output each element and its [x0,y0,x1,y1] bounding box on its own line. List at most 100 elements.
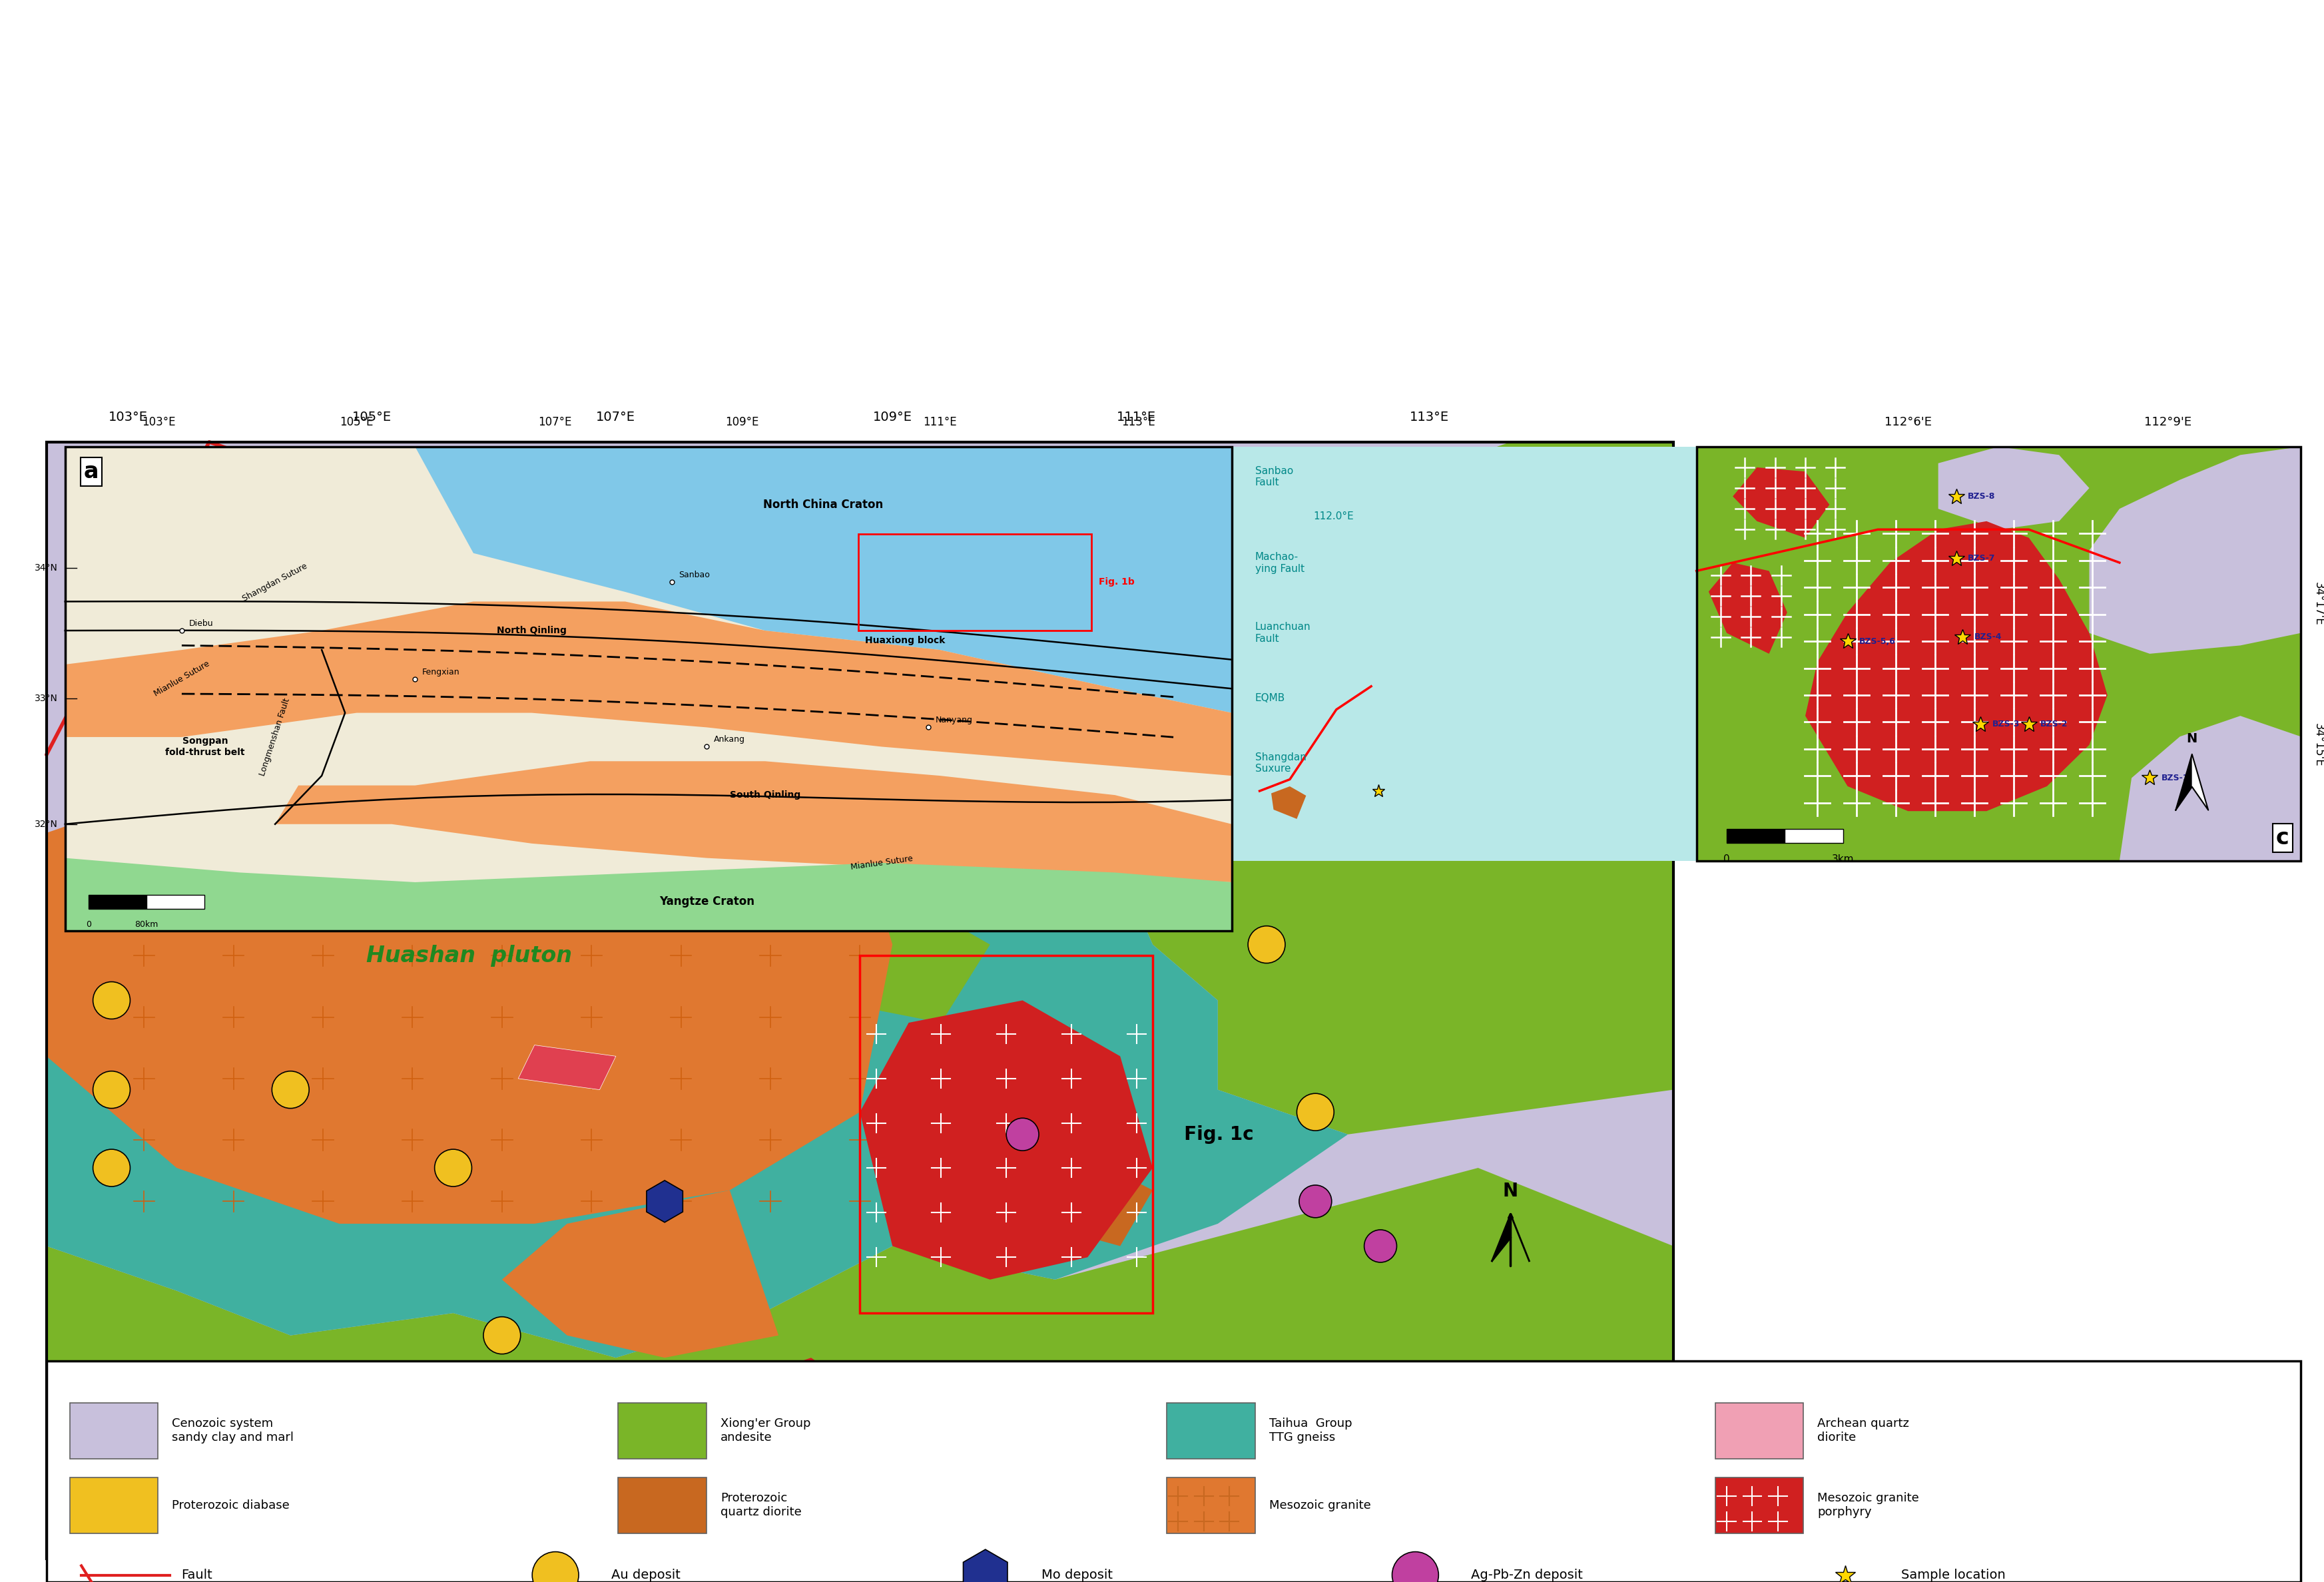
Bar [1727,829,1785,843]
Text: South Qinling: South Qinling [730,791,799,800]
Polygon shape [518,1046,616,1090]
Text: 113°E: 113°E [1411,411,1448,424]
Polygon shape [1734,467,1829,538]
Text: Fault: Fault [181,1569,211,1582]
Text: 33°N: 33°N [35,693,58,702]
Text: 0: 0 [1018,1511,1027,1523]
Text: Ag-Pb-Zn deposit: Ag-Pb-Zn deposit [1471,1569,1583,1582]
Polygon shape [1104,441,1673,1134]
Polygon shape [1938,446,2089,530]
Bar [1139,1482,1255,1501]
Text: Longmenshan Fault: Longmenshan Fault [258,698,293,777]
Text: Luoning Fault: Luoning Fault [314,509,495,587]
Polygon shape [860,1000,1153,1280]
Bar [1785,829,1843,843]
Polygon shape [1492,1215,1511,1261]
Text: Diebu: Diebu [188,619,214,628]
Bar [46,441,1673,1558]
Bar [146,894,205,908]
Text: 34°17'E: 34°17'E [2312,582,2324,626]
Text: 10km: 10km [1236,1511,1274,1523]
Text: Mianlue Suture: Mianlue Suture [153,660,211,698]
Polygon shape [2175,755,2192,810]
Text: Songxian: Songxian [1067,1372,1143,1387]
Bar [1715,1403,1803,1459]
Bar [618,1478,706,1533]
Text: Taihua  Group
TTG gneiss: Taihua Group TTG gneiss [1269,1417,1353,1444]
Polygon shape [795,889,990,1022]
Bar [1167,1478,1255,1533]
Bar [1023,1482,1255,1501]
Circle shape [1085,848,1122,884]
Bar [65,446,1232,930]
Circle shape [1299,1185,1332,1218]
Text: N: N [1504,1182,1518,1201]
Text: EQMB: EQMB [1255,693,1285,702]
Text: BZS-1: BZS-1 [2161,774,2189,783]
Text: Sanbao
Fault: Sanbao Fault [1255,467,1292,487]
Text: b: b [1645,1525,1662,1547]
Polygon shape [502,1190,779,1357]
Text: North Qinling: North Qinling [497,626,567,636]
Bar [1167,1403,1255,1459]
Text: BZS-2: BZS-2 [2040,720,2068,728]
Text: 103°E: 103°E [142,416,174,429]
Bar [618,1403,706,1459]
Text: Luanchuan
Fault: Luanchuan Fault [1255,622,1311,644]
Polygon shape [2119,715,2301,861]
Text: BZS-4: BZS-4 [1973,633,2001,642]
Bar [70,1478,158,1533]
Circle shape [483,1316,521,1354]
Polygon shape [860,744,1023,856]
Circle shape [1297,1093,1334,1131]
Polygon shape [1806,520,2108,812]
Text: 3km: 3km [1831,854,1855,864]
Bar [1697,446,2301,861]
Text: Mo deposit: Mo deposit [1041,1569,1113,1582]
Circle shape [272,1071,309,1109]
Text: 0: 0 [86,921,91,929]
Text: BZS-7: BZS-7 [1968,554,1996,563]
Polygon shape [2192,755,2208,810]
Text: Proterozoic diabase: Proterozoic diabase [172,1500,290,1511]
Text: Mesozoic granite
porphyry: Mesozoic granite porphyry [1817,1492,1920,1519]
Text: Huashan  pluton: Huashan pluton [367,944,572,967]
Text: Sanbao: Sanbao [679,571,709,579]
Text: Xiong'er Group
andesite: Xiong'er Group andesite [720,1417,811,1444]
Bar [46,1361,2301,1582]
Text: c: c [2275,827,2289,850]
Text: N: N [2187,732,2199,745]
Text: Songpan
fold-thrust belt: Songpan fold-thrust belt [165,737,244,756]
Text: Mesozoic granite: Mesozoic granite [1269,1500,1371,1511]
Polygon shape [416,446,1232,713]
Text: Huaxiong block: Huaxiong block [865,636,946,645]
Text: 105°E: 105°E [339,416,374,429]
Bar [860,956,1153,1313]
Circle shape [93,982,130,1019]
Text: 0: 0 [1724,854,1729,864]
Polygon shape [46,1168,1673,1558]
Text: 34°15'E: 34°15'E [2312,723,2324,767]
Text: 107°E: 107°E [539,416,572,429]
Text: Shangdan
Suxure: Shangdan Suxure [1255,753,1306,774]
Text: Sample location: Sample location [1901,1569,2006,1582]
Polygon shape [941,543,1055,631]
Text: Shangdan Suture: Shangdan Suture [242,562,309,603]
Text: North China Craton: North China Craton [762,498,883,511]
Text: 113°E: 113°E [1122,416,1155,429]
Bar [46,441,1673,1558]
Text: Fig. 1c: Fig. 1c [1171,1125,1253,1144]
Bar [1232,446,1697,861]
Bar [88,894,146,908]
Polygon shape [46,666,1348,1357]
Text: 112°9'E: 112°9'E [2145,416,2192,429]
Polygon shape [65,857,1232,930]
Text: 34°N: 34°N [35,563,58,573]
Text: BZS-8: BZS-8 [1968,492,1996,501]
Circle shape [1364,1229,1397,1262]
Text: Ankang: Ankang [713,736,746,744]
Text: Cenozoic system
sandy clay and marl: Cenozoic system sandy clay and marl [172,1417,293,1444]
Text: 80km: 80km [135,921,158,929]
Polygon shape [65,601,1232,775]
Bar [1715,1478,1803,1533]
